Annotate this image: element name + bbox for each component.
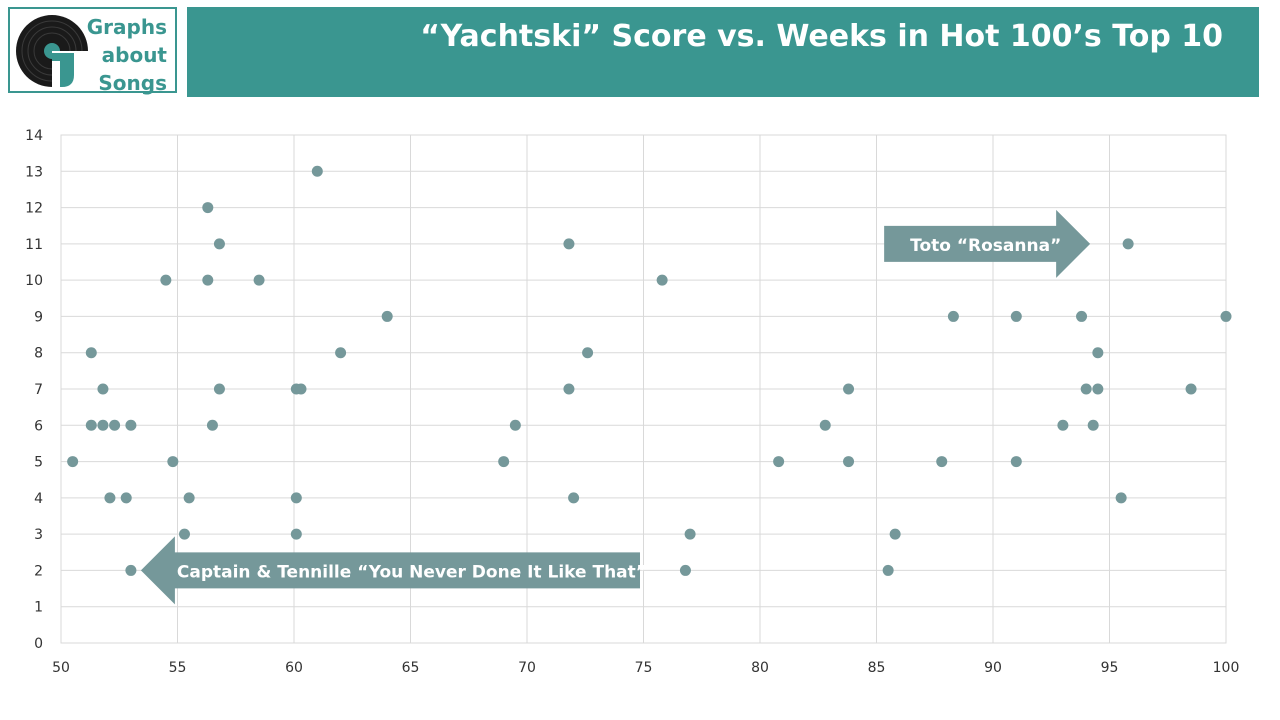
x-tick-label: 65 [402,660,420,676]
data-point [202,274,214,286]
annotation-label: Toto “Rosanna” [910,236,1061,256]
data-point [568,492,580,504]
data-point [290,492,302,504]
data-point [563,238,575,250]
data-point [656,274,668,286]
data-point [509,419,521,431]
data-point [178,528,190,540]
x-tick-label: 50 [52,660,70,676]
data-point [889,528,901,540]
x-tick-label: 95 [1101,660,1119,676]
data-point [85,347,97,359]
data-point [311,165,323,177]
data-point [160,274,172,286]
data-point [1092,347,1104,359]
y-tick-label: 6 [34,418,43,434]
data-point [843,383,855,395]
y-tick-label: 1 [34,600,43,616]
data-point [125,419,137,431]
data-point [120,492,132,504]
data-point [213,383,225,395]
data-point [1122,238,1134,250]
y-tick-label: 14 [25,128,43,144]
y-tick-label: 5 [34,455,43,471]
data-point [183,492,195,504]
data-point [819,419,831,431]
x-tick-label: 60 [285,660,303,676]
data-point [85,419,97,431]
data-point [213,238,225,250]
y-tick-label: 12 [25,201,43,217]
data-point [1087,419,1099,431]
data-point [498,456,510,468]
data-point [97,383,109,395]
annotation-arrow [140,536,640,605]
logo-text: Graphs about Songs [87,13,167,97]
data-point [109,419,121,431]
x-tick-label: 75 [635,660,653,676]
y-tick-label: 7 [34,382,43,398]
vinyl-record-icon [16,15,88,91]
data-point [202,202,214,214]
data-point [125,564,137,576]
data-point [1076,310,1088,322]
data-point [843,456,855,468]
data-point [773,456,785,468]
y-tick-label: 3 [34,527,43,543]
logo-line: about [101,43,167,67]
x-tick-label: 85 [868,660,886,676]
data-point [1092,383,1104,395]
annotation-arrow [884,209,1091,278]
logo: Graphs about Songs [8,7,177,95]
x-tick-label: 80 [751,660,769,676]
x-tick-label: 100 [1213,660,1240,676]
data-point [582,347,594,359]
y-tick-label: 4 [34,491,43,507]
data-point [1080,383,1092,395]
logo-line: Graphs [86,15,167,39]
y-tick-label: 9 [34,309,43,325]
data-point [679,564,691,576]
logo-line: Songs [98,71,167,95]
data-point [684,528,696,540]
chart-title: “Yachtski” Score vs. Weeks in Hot 100’s … [420,19,1223,54]
data-point [206,419,218,431]
annotation-label: Captain & Tennille “You Never Done It Li… [177,562,647,582]
data-point [882,564,894,576]
y-tick-label: 0 [34,636,43,652]
x-tick-label: 55 [169,660,187,676]
data-point [290,528,302,540]
y-tick-label: 13 [25,164,43,180]
data-point [936,456,948,468]
data-point [67,456,79,468]
data-point [253,274,265,286]
data-point [1185,383,1197,395]
data-point [563,383,575,395]
data-point [947,310,959,322]
data-point [1010,310,1022,322]
data-point [335,347,347,359]
y-tick-label: 2 [34,563,43,579]
data-point [295,383,307,395]
data-point [1010,456,1022,468]
y-tick-label: 8 [34,346,43,362]
title-bar: “Yachtski” Score vs. Weeks in Hot 100’s … [187,7,1259,97]
data-point [104,492,116,504]
data-point [97,419,109,431]
y-tick-label: 10 [25,273,43,289]
data-point [1115,492,1127,504]
data-point [1057,419,1069,431]
x-tick-label: 70 [518,660,536,676]
data-point [1220,310,1232,322]
x-tick-label: 90 [984,660,1002,676]
y-tick-label: 11 [25,237,43,253]
data-point [381,310,393,322]
data-point [167,456,179,468]
